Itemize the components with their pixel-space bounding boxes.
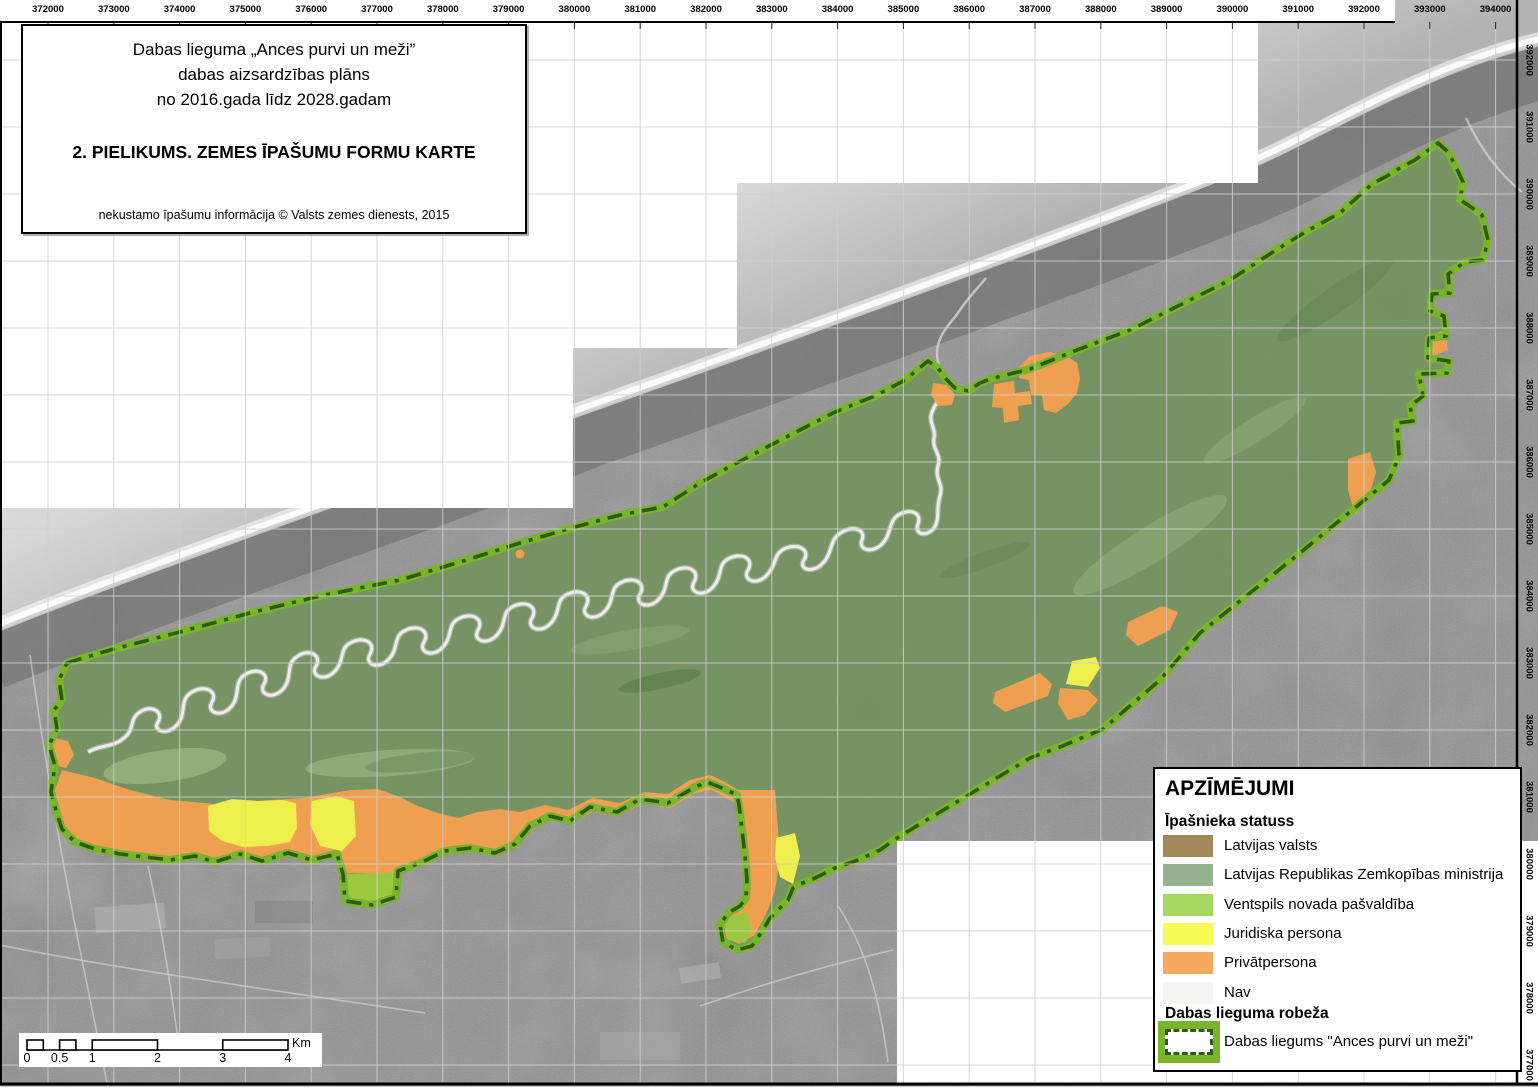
top-coordinate-label: 388000 <box>1084 4 1117 15</box>
top-coordinate-label: 393000 <box>1413 4 1446 15</box>
legend-color-swatch <box>1163 952 1213 975</box>
juridical-parcel <box>775 833 800 884</box>
top-coordinate-label: 389000 <box>1150 4 1183 15</box>
legend-title: APZĪMĒJUMI <box>1165 777 1295 800</box>
right-coordinate-label: 392000 <box>1523 44 1535 76</box>
private-parcel <box>993 673 1052 712</box>
juridical-parcel <box>208 799 297 847</box>
top-coordinate-label: 394000 <box>1479 4 1512 15</box>
top-coordinate-label: 374000 <box>163 4 196 15</box>
private-parcel <box>992 381 1032 423</box>
municipal-parcel <box>724 912 752 943</box>
right-coordinate-label: 385000 <box>1523 513 1535 545</box>
legend-item: Nav <box>1155 981 1520 1004</box>
right-coordinate-label: 380000 <box>1523 848 1535 880</box>
right-coordinate-label: 377000 <box>1523 1049 1535 1081</box>
right-coordinate-label: 384000 <box>1523 580 1535 612</box>
scale-bar-tick-label: 1 <box>88 1051 96 1065</box>
scale-bar-tick-label: 0.5 <box>50 1051 69 1065</box>
top-coordinate-label: 381000 <box>624 4 657 15</box>
right-coordinate-label: 386000 <box>1523 446 1535 478</box>
top-coordinate-label: 387000 <box>1019 4 1051 15</box>
right-coordinate-label: 382000 <box>1523 714 1535 746</box>
map-appendix-title: 2. PIELIKUMS. ZEMES ĪPAŠUMU FORMU KARTE <box>72 142 476 162</box>
legend-item: Privātpersona <box>1155 952 1520 975</box>
legend-boundary-item-label: Dabas liegums "Ances purvi un meži" <box>1224 1033 1474 1050</box>
legend-item-label: Privātpersona <box>1224 954 1317 972</box>
top-coordinate-label: 378000 <box>426 4 459 15</box>
top-coordinate-label: 376000 <box>295 4 328 15</box>
top-coordinate-label: 392000 <box>1348 4 1380 15</box>
juridical-parcel <box>1066 657 1100 687</box>
top-coordinate-label: 383000 <box>755 4 788 15</box>
beach-line <box>0 36 1538 628</box>
top-coordinate-label: 390000 <box>1216 4 1249 15</box>
scale-bar-graphic <box>26 1039 289 1051</box>
top-coordinate-strip <box>0 0 1395 21</box>
legend-color-swatch <box>1163 922 1213 945</box>
top-coordinate-label: 373000 <box>97 4 130 15</box>
legend-item-label: Nav <box>1224 983 1251 1001</box>
top-coordinate-label: 379000 <box>492 4 525 15</box>
right-coordinate-label: 389000 <box>1523 245 1535 277</box>
right-coordinate-label: 391000 <box>1523 111 1535 143</box>
scale-bar-unit: Km <box>292 1036 311 1050</box>
legend-item: Juridiska persona <box>1155 922 1520 945</box>
legend-color-swatch <box>1163 893 1213 916</box>
dune-band <box>0 44 1538 688</box>
private-parcel <box>515 549 525 559</box>
top-coordinate-label: 380000 <box>558 4 591 15</box>
legend-item-label: Latvijas valsts <box>1224 837 1318 854</box>
scale-bar-tick-label: 4 <box>284 1051 292 1065</box>
legend: APZĪMĒJUMI Īpašnieka statuss Latvijas va… <box>1153 767 1522 1072</box>
top-coordinate-label: 385000 <box>887 4 920 15</box>
map-title-line3: no 2016.gada līdz 2028.gadam <box>156 90 392 109</box>
scale-bar: 0 0.5 1 2 3 4 Km <box>19 1033 322 1067</box>
top-coordinate-label: 375000 <box>229 4 262 15</box>
legend-item: Ventspils novada pašvaldība <box>1155 893 1520 916</box>
scale-bar-tick-label: 3 <box>219 1051 227 1065</box>
reserve-boundary-symbol-inner <box>1165 1029 1213 1055</box>
top-coordinate-label: 377000 <box>361 4 393 15</box>
juridical-parcel <box>310 796 356 851</box>
private-parcel <box>1126 606 1178 646</box>
top-coordinate-label: 382000 <box>690 4 722 15</box>
top-coordinate-label: 372000 <box>32 4 64 15</box>
right-coordinate-label: 383000 <box>1523 647 1535 679</box>
legend-item-label: Ventspils novada pašvaldība <box>1224 895 1415 913</box>
right-coordinate-label: 381000 <box>1523 781 1535 813</box>
vegetation-texture <box>103 258 1393 882</box>
top-coordinate-label: 384000 <box>821 4 854 15</box>
private-parcel <box>1058 688 1098 720</box>
top-coordinate-label: 386000 <box>953 4 986 15</box>
map-title-line2: dabas aizsardzības plāns <box>178 65 370 84</box>
legend-item: Latvijas Republikas Zemkopības ministrij… <box>1155 864 1520 887</box>
legend-owner-section-title: Īpašnieka statuss <box>1165 813 1295 830</box>
reserve-boundary-symbol <box>1158 1021 1220 1063</box>
scale-bar-tick-label: 0 <box>23 1051 31 1065</box>
map-title-line1: Dabas lieguma „Ances purvi un meži” <box>132 40 416 59</box>
right-coordinate-label: 378000 <box>1523 982 1535 1014</box>
right-coordinate-label: 390000 <box>1523 178 1535 210</box>
legend-item-label: Latvijas Republikas Zemkopības ministrij… <box>1224 866 1504 884</box>
scale-bar-tick-label: 2 <box>154 1051 161 1065</box>
legend-color-swatch <box>1163 864 1213 887</box>
right-coordinate-label: 388000 <box>1523 312 1535 344</box>
legend-color-swatch <box>1163 835 1213 857</box>
legend-item: Latvijas valsts <box>1155 835 1520 857</box>
legend-item-label: Juridiska persona <box>1224 924 1342 942</box>
legend-boundary-section-title: Dabas lieguma robeža <box>1165 1005 1329 1022</box>
top-coordinate-label: 391000 <box>1282 4 1315 15</box>
right-coordinate-label: 379000 <box>1523 915 1535 947</box>
municipal-parcel <box>345 873 395 903</box>
map-credit: nekustamo īpašumu informācija © Valsts z… <box>98 208 450 222</box>
legend-color-swatch <box>1163 981 1213 1004</box>
title-box: Dabas lieguma „Ances purvi un meži” daba… <box>21 24 527 234</box>
private-parcel <box>1348 452 1376 515</box>
right-coordinate-label: 387000 <box>1523 379 1535 411</box>
